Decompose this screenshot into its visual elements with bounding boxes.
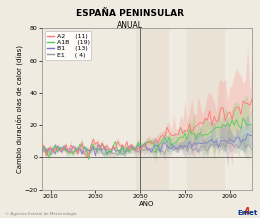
Text: Emet: Emet xyxy=(237,210,257,216)
X-axis label: AÑO: AÑO xyxy=(139,200,155,207)
Bar xyxy=(136,28,169,190)
Text: ANUAL: ANUAL xyxy=(117,21,143,30)
Bar xyxy=(187,28,225,190)
Y-axis label: Cambio duración olas de calor (días): Cambio duración olas de calor (días) xyxy=(15,45,23,173)
Text: A: A xyxy=(243,207,250,216)
Text: ESPAÑA PENINSULAR: ESPAÑA PENINSULAR xyxy=(76,9,184,18)
Legend: A2     (11), A1B    (19), B1     (13), E1     ( 4): A2 (11), A1B (19), B1 (13), E1 ( 4) xyxy=(45,31,92,60)
Text: © Agencia Estatal de Meteorología: © Agencia Estatal de Meteorología xyxy=(5,212,77,216)
